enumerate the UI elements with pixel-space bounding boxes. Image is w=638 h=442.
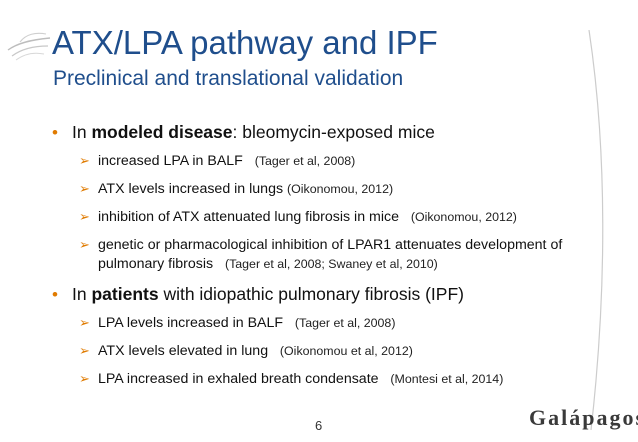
list-item: ➢ genetic or pharmacological inhibition … (79, 237, 563, 272)
list-item: ➢ ATX levels elevated in lung (Oikonomou… (79, 343, 413, 359)
list-item: ➢ inhibition of ATX attenuated lung fibr… (79, 209, 517, 225)
arrowhead-bullet-icon: ➢ (79, 237, 90, 252)
page-number: 6 (315, 418, 323, 433)
bird-logo-icon (7, 32, 51, 61)
arrowhead-bullet-icon: ➢ (79, 153, 90, 168)
arrowhead-bullet-icon: ➢ (79, 371, 90, 386)
list-item: ➢ LPA increased in exhaled breath conden… (79, 371, 504, 387)
bullet-list: • In modeled disease: bleomycin-exposed … (52, 122, 592, 389)
slide-subtitle: Preclinical and translational validation (53, 67, 404, 90)
decorative-curve (588, 30, 604, 430)
bullet-text: In patients with idiopathic pulmonary fi… (72, 284, 464, 304)
list-item: ➢ LPA levels increased in BALF (Tager et… (79, 315, 396, 331)
bullet-modeled-disease: • In modeled disease: bleomycin-exposed … (52, 122, 592, 143)
arrowhead-bullet-icon: ➢ (79, 209, 90, 224)
arrowhead-bullet-icon: ➢ (79, 315, 90, 330)
bullet-text: In modeled disease: bleomycin-exposed mi… (72, 122, 435, 142)
arrowhead-bullet-icon: ➢ (79, 181, 90, 196)
slide-title: ATX/LPA pathway and IPF (52, 24, 438, 61)
bullet-patients: • In patients with idiopathic pulmonary … (52, 284, 592, 305)
arrowhead-bullet-icon: ➢ (79, 343, 90, 358)
brand-logo: Galápagos (529, 405, 638, 430)
round-bullet-icon: • (52, 123, 58, 142)
round-bullet-icon: • (52, 285, 58, 304)
list-item: ➢ increased LPA in BALF (Tager et al, 20… (79, 153, 356, 169)
list-item: ➢ ATX levels increased in lungs (Oikonom… (79, 181, 394, 197)
